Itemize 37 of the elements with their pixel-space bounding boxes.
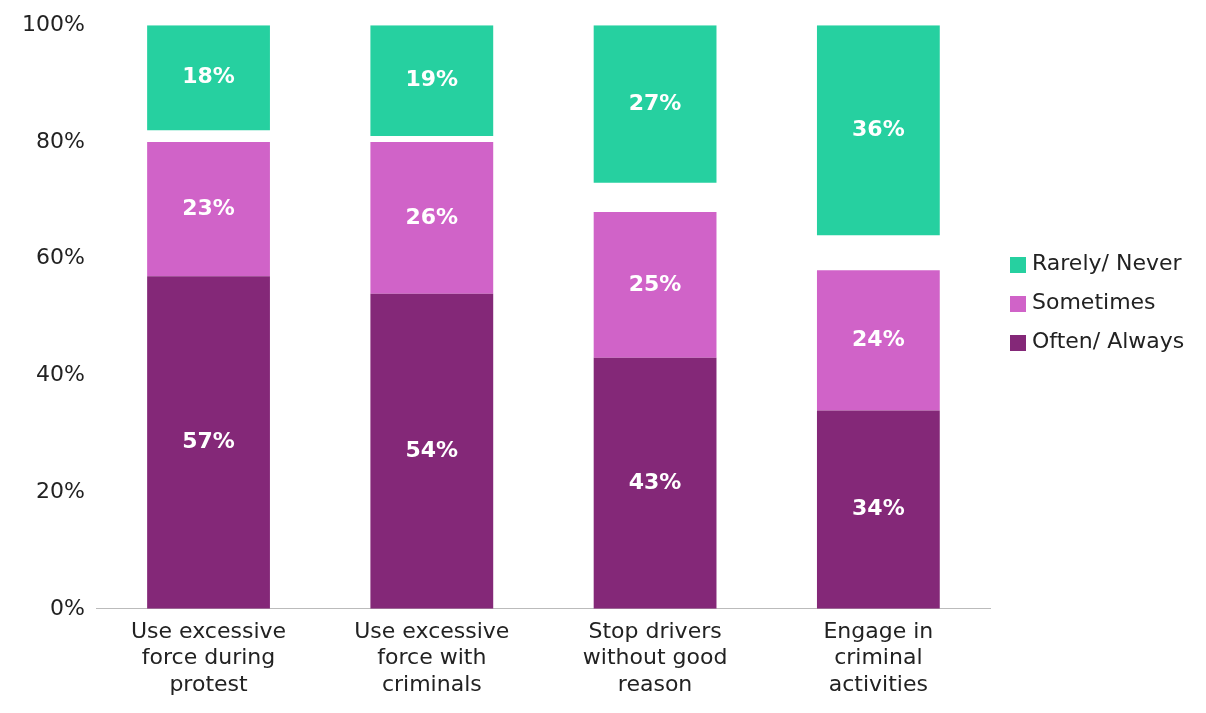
data-label: 19% bbox=[405, 66, 459, 92]
legend-label: Often/ Always bbox=[1032, 328, 1185, 353]
legend-label: Sometimes bbox=[1032, 289, 1156, 314]
x-tick-label: Use excessive force with criminals bbox=[354, 617, 510, 696]
bar bbox=[593, 211, 717, 358]
bar bbox=[370, 25, 494, 137]
y-tick-label: 100% bbox=[21, 10, 85, 36]
bar bbox=[816, 410, 940, 609]
data-label: 36% bbox=[852, 115, 905, 141]
data-label: 57% bbox=[182, 428, 235, 454]
bar bbox=[147, 141, 270, 277]
y-tick-label: 60% bbox=[35, 244, 85, 270]
y-tick-label: 40% bbox=[35, 361, 85, 387]
x-tick-label: Stop drivers without good reason bbox=[582, 617, 728, 696]
x-tick-label: Engage in criminal activities bbox=[823, 617, 934, 696]
data-label: 27% bbox=[628, 89, 682, 115]
data-label: 18% bbox=[182, 63, 235, 89]
data-label: 23% bbox=[182, 194, 235, 220]
bar bbox=[370, 141, 494, 294]
data-label: 54% bbox=[405, 436, 459, 462]
y-tick-label: 80% bbox=[35, 127, 85, 153]
bar bbox=[147, 276, 270, 609]
bar bbox=[370, 293, 494, 609]
bar bbox=[816, 270, 940, 411]
bar bbox=[147, 25, 270, 131]
data-label: 34% bbox=[852, 495, 905, 521]
x-tick-label: Use excessive force during protest bbox=[130, 617, 287, 696]
data-label: 43% bbox=[628, 469, 682, 495]
data-label: 25% bbox=[628, 270, 682, 296]
data-label: 24% bbox=[852, 326, 905, 352]
legend-label: Rarely/ Never bbox=[1032, 250, 1182, 275]
bar bbox=[816, 25, 940, 236]
y-tick-label: 0% bbox=[49, 594, 85, 620]
y-tick-label: 20% bbox=[35, 477, 85, 503]
data-label: 26% bbox=[405, 203, 459, 229]
bar bbox=[593, 357, 717, 609]
bar bbox=[593, 25, 717, 183]
